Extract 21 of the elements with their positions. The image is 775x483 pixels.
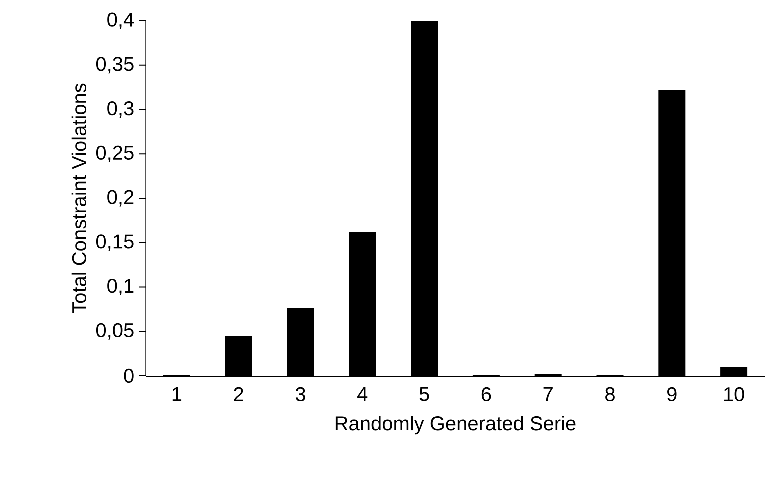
y-tick-label: 0,15 (96, 234, 134, 252)
y-tick-label: 0 (124, 368, 134, 384)
x-tick-label: 6 (482, 387, 492, 402)
x-axis-title: Randomly Generated Serie (336, 416, 576, 435)
x-tick-label: 5 (420, 387, 430, 402)
y-tick-label: 0,3 (108, 101, 134, 118)
x-tick-label: 1 (172, 387, 182, 402)
y-tick-label: 0,25 (96, 146, 134, 162)
y-tick-label: 0,05 (96, 323, 134, 340)
y-axis-title: Total Constraint Violations (72, 84, 87, 314)
x-tick-label: 4 (358, 387, 368, 402)
x-tick-label: 9 (668, 387, 677, 402)
y-tick-label: 0,1 (108, 278, 134, 296)
x-tick-label: 2 (234, 387, 244, 402)
y-tick-label: 0,2 (108, 190, 134, 207)
x-tick-label: 8 (606, 387, 615, 402)
x-tick-label: 10 (724, 387, 744, 402)
y-tick-label: 0,35 (96, 57, 134, 74)
x-tick-label: 7 (544, 387, 553, 402)
y-tick-label: 0,4 (108, 12, 134, 30)
x-tick-label: 3 (296, 387, 306, 402)
